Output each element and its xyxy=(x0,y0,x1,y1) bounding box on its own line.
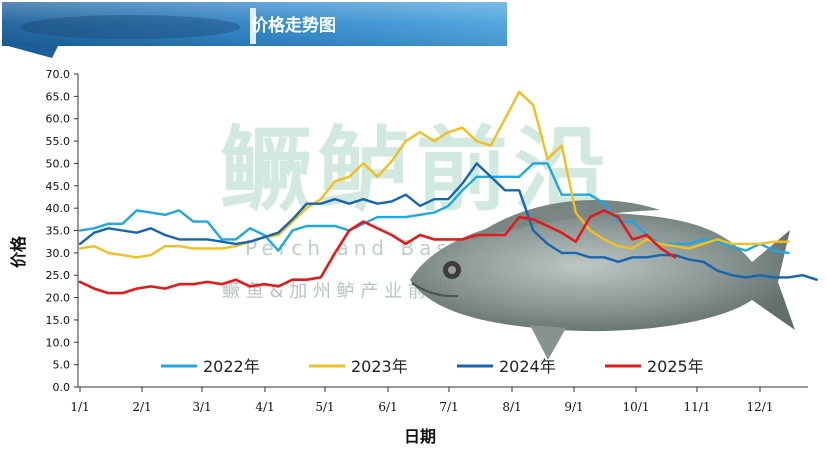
y-tick-label: 70.0 xyxy=(46,68,71,81)
legend-label: 2024年 xyxy=(499,357,556,376)
y-tick-label: 0.0 xyxy=(53,381,71,394)
x-tick-label: 4/1 xyxy=(255,400,274,414)
x-tick-label: 6/1 xyxy=(378,400,397,414)
fish-pelvic-fin xyxy=(530,325,566,360)
y-tick-label: 45.0 xyxy=(46,180,71,193)
x-tick-label: 9/1 xyxy=(564,400,583,414)
y-tick-label: 35.0 xyxy=(46,225,71,238)
y-tick-label: 25.0 xyxy=(46,269,71,282)
y-axis-title: 价格 xyxy=(9,235,28,268)
legend-label: 2025年 xyxy=(647,357,704,376)
y-tick-label: 40.0 xyxy=(46,202,71,215)
fish-body xyxy=(410,212,795,332)
x-axis-ticks: 1/1 2/1 3/1 4/1 5/1 6/1 7/1 8/1 9/1 10/1 11/1 12/1 xyxy=(70,387,773,414)
header-tab-notch xyxy=(8,46,58,58)
series-line-2022 xyxy=(78,162,790,255)
y-tick-label: 5.0 xyxy=(53,359,71,372)
series-line-2023 xyxy=(78,90,790,259)
y-tick-label: 65.0 xyxy=(46,90,71,103)
y-axis-ticks: 0.0 5.0 10.0 15.0 20.0 25.0 30.0 35.0 40.0 45.0 50… xyxy=(46,68,78,394)
series-line-2024 xyxy=(78,162,818,281)
x-tick-label: 2/1 xyxy=(132,400,151,414)
x-tick-label: 10/1 xyxy=(623,400,650,414)
fish-eye xyxy=(443,261,461,279)
chart-title: 价格走势图 xyxy=(251,15,336,36)
fish-mouth xyxy=(411,282,459,298)
x-tick-label: 8/1 xyxy=(502,400,521,414)
x-axis-title: 日期 xyxy=(404,427,436,446)
header-blur-mask xyxy=(20,15,240,39)
y-tick-label: 20.0 xyxy=(46,292,71,305)
series-line-2025 xyxy=(78,209,677,295)
series-layer xyxy=(78,90,818,295)
y-tick-label: 30.0 xyxy=(46,247,71,260)
x-tick-label: 1/1 xyxy=(70,400,89,414)
y-tick-label: 50.0 xyxy=(46,157,71,170)
fish-icon xyxy=(410,200,795,360)
x-tick-label: 5/1 xyxy=(315,400,334,414)
header-divider xyxy=(250,8,256,44)
fish-dorsal-fin xyxy=(470,200,660,240)
legend: 2022年 2023年 2024年 2025年 xyxy=(161,357,704,376)
x-tick-label: 11/1 xyxy=(684,400,711,414)
y-tick-label: 10.0 xyxy=(46,336,71,349)
y-tick-label: 60.0 xyxy=(46,113,71,126)
y-tick-label: 55.0 xyxy=(46,135,71,148)
x-tick-label: 12/1 xyxy=(747,400,774,414)
x-tick-label: 7/1 xyxy=(439,400,458,414)
x-tick-label: 3/1 xyxy=(192,400,211,414)
legend-label: 2022年 xyxy=(203,357,260,376)
fish-eye-highlight xyxy=(448,266,456,274)
chart-header: 价格走势图 xyxy=(2,2,507,58)
legend-label: 2023年 xyxy=(351,357,408,376)
y-tick-label: 15.0 xyxy=(46,314,71,327)
